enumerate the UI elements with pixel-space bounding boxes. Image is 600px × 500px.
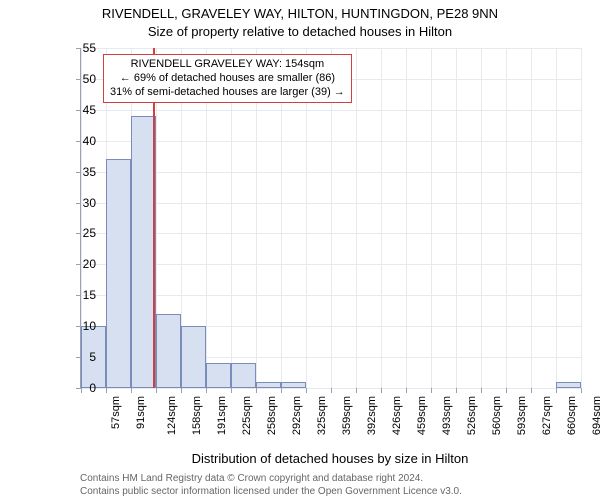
y-tick-label: 20	[72, 257, 96, 271]
credit-text: Contains HM Land Registry data © Crown c…	[80, 472, 580, 498]
y-tick-label: 5	[72, 350, 96, 364]
gridline-vertical	[381, 48, 382, 388]
y-tick-label: 45	[72, 103, 96, 117]
x-tick-label: 593sqm	[516, 396, 528, 435]
x-tick-label: 359sqm	[342, 396, 354, 435]
x-tick-label: 91sqm	[135, 396, 147, 429]
x-tick-label: 392sqm	[366, 396, 378, 435]
y-tick-label: 40	[72, 134, 96, 148]
x-tick-label: 258sqm	[266, 396, 278, 435]
x-tick-label: 627sqm	[542, 396, 554, 435]
gridline-vertical	[531, 48, 532, 388]
gridline-vertical	[556, 48, 557, 388]
x-tick-label: 660sqm	[566, 396, 578, 435]
x-tick-label: 124sqm	[166, 396, 178, 435]
x-tick-mark	[256, 388, 257, 393]
x-tick-mark	[356, 388, 357, 393]
gridline-vertical	[481, 48, 482, 388]
y-tick-label: 30	[72, 196, 96, 210]
gridline-vertical	[406, 48, 407, 388]
gridline-vertical	[431, 48, 432, 388]
histogram-bar	[156, 314, 181, 388]
histogram-bar	[281, 382, 306, 388]
credit-line2: Contains public sector information licen…	[80, 485, 580, 498]
x-tick-mark	[331, 388, 332, 393]
x-tick-label: 426sqm	[392, 396, 404, 435]
y-tick-label: 0	[72, 381, 96, 395]
chart-title-line1: RIVENDELL, GRAVELEY WAY, HILTON, HUNTING…	[0, 6, 600, 21]
gridline-vertical	[506, 48, 507, 388]
x-tick-mark	[206, 388, 207, 393]
x-tick-label: 191sqm	[216, 396, 228, 435]
x-tick-mark	[131, 388, 132, 393]
x-tick-label: 57sqm	[110, 396, 122, 429]
credit-line1: Contains HM Land Registry data © Crown c…	[80, 472, 580, 485]
x-tick-mark	[106, 388, 107, 393]
x-tick-mark	[456, 388, 457, 393]
x-tick-label: 292sqm	[292, 396, 304, 435]
x-tick-mark	[231, 388, 232, 393]
annotation-box: RIVENDELL GRAVELEY WAY: 154sqm← 69% of d…	[103, 54, 352, 103]
x-tick-label: 560sqm	[492, 396, 504, 435]
x-tick-mark	[556, 388, 557, 393]
x-axis-label: Distribution of detached houses by size …	[80, 451, 580, 466]
plot-area: RIVENDELL GRAVELEY WAY: 154sqm← 69% of d…	[80, 48, 581, 389]
histogram-bar	[231, 363, 256, 388]
chart-container: RIVENDELL, GRAVELEY WAY, HILTON, HUNTING…	[0, 0, 600, 500]
y-tick-label: 50	[72, 72, 96, 86]
x-tick-mark	[506, 388, 507, 393]
y-tick-label: 15	[72, 288, 96, 302]
x-tick-mark	[156, 388, 157, 393]
x-tick-label: 325sqm	[316, 396, 328, 435]
y-tick-label: 25	[72, 226, 96, 240]
gridline-vertical	[356, 48, 357, 388]
x-tick-mark	[431, 388, 432, 393]
x-tick-mark	[581, 388, 582, 393]
x-tick-label: 526sqm	[466, 396, 478, 435]
histogram-bar	[206, 363, 231, 388]
gridline-vertical	[581, 48, 582, 388]
gridline-vertical	[456, 48, 457, 388]
x-tick-label: 459sqm	[416, 396, 428, 435]
y-tick-label: 55	[72, 41, 96, 55]
histogram-bar	[256, 382, 281, 388]
x-tick-mark	[281, 388, 282, 393]
x-tick-label: 493sqm	[442, 396, 454, 435]
y-tick-label: 35	[72, 165, 96, 179]
chart-title-line2: Size of property relative to detached ho…	[0, 24, 600, 39]
x-tick-mark	[306, 388, 307, 393]
x-tick-label: 225sqm	[242, 396, 254, 435]
annotation-line: ← 69% of detached houses are smaller (86…	[110, 72, 345, 86]
annotation-line: 31% of semi-detached houses are larger (…	[110, 86, 345, 100]
x-tick-mark	[381, 388, 382, 393]
y-tick-label: 10	[72, 319, 96, 333]
histogram-bar	[556, 382, 581, 388]
x-tick-label: 158sqm	[192, 396, 204, 435]
x-tick-mark	[481, 388, 482, 393]
annotation-line: RIVENDELL GRAVELEY WAY: 154sqm	[110, 58, 345, 72]
x-tick-mark	[181, 388, 182, 393]
histogram-bar	[181, 326, 206, 388]
x-tick-mark	[406, 388, 407, 393]
x-tick-label: 694sqm	[592, 396, 600, 435]
histogram-bar	[106, 159, 131, 388]
x-tick-mark	[531, 388, 532, 393]
